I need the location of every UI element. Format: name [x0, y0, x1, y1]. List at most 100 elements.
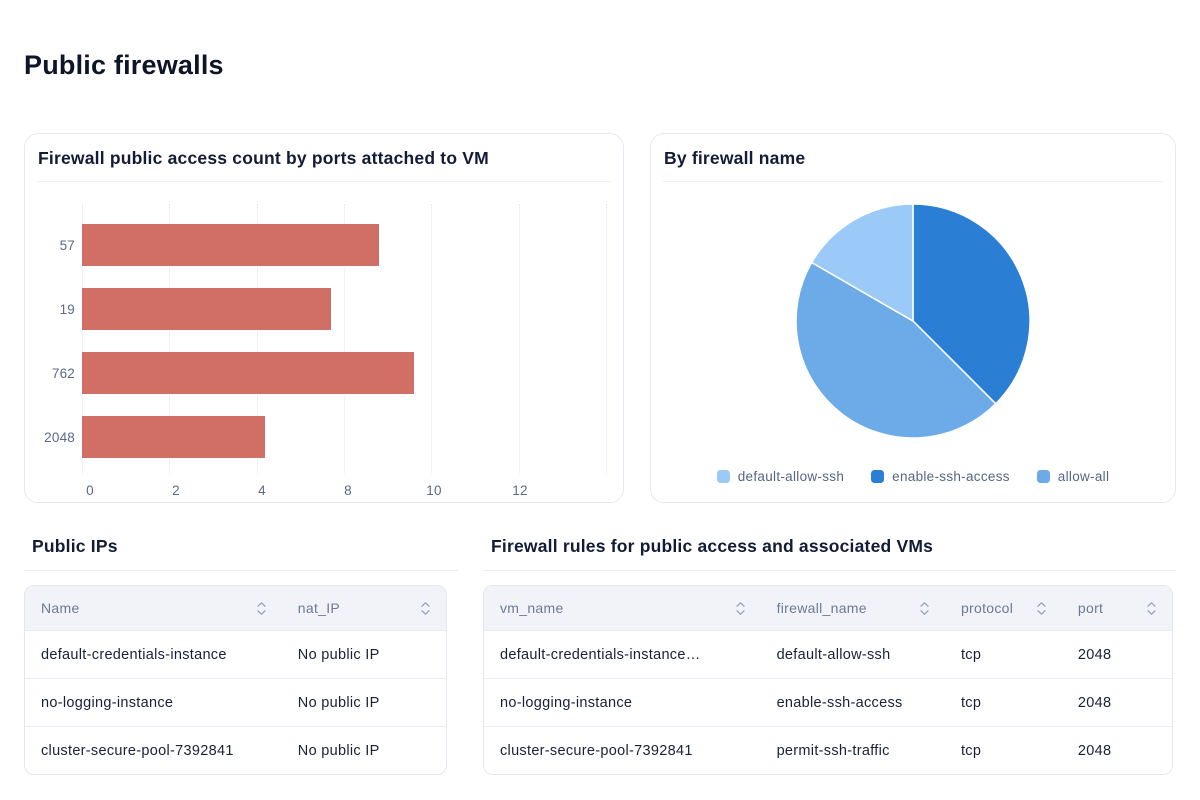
public-ips-table-row: default-credentials-instance No public IP — [25, 630, 446, 678]
public-ips-header-row: Name nat_IP — [25, 586, 446, 630]
firewall-rules-cell-firewall_name: permit-ssh-traffic — [776, 742, 890, 759]
pie-slice-allow-all — [795, 261, 997, 439]
firewall-rules-cell-protocol: tcp — [960, 694, 982, 711]
firewall-rules-table-row: no-logging-instance enable-ssh-access tcp 2… — [484, 678, 1172, 726]
bar-category-label: 762 — [51, 365, 75, 381]
tables-row: Public IPs Name nat_IP default-credentials… — [24, 536, 1176, 775]
sort-icon — [421, 601, 430, 615]
legend-swatch — [716, 470, 730, 483]
bar-category-label: 19 — [59, 301, 75, 317]
firewall-rules-table-row: cluster-secure-pool-7392841 permit-ssh-tr… — [484, 726, 1172, 774]
bar-x-tick-label: 0 — [86, 483, 94, 498]
bar-row — [82, 277, 606, 341]
bar-chart-gridline — [606, 204, 607, 474]
firewall-rules-header-row: vm_name firewall_name protocol port — [484, 586, 1172, 630]
firewall-rules-table-row: default-credentials-instance… default-all… — [484, 630, 1172, 678]
bar-chart-gridline — [518, 204, 520, 474]
bar-row — [82, 341, 606, 405]
charts-row: Firewall public access count by ports at… — [24, 133, 1176, 503]
legend-item-default-allow-ssh[interactable]: default-allow-ssh — [716, 469, 845, 484]
legend-item-allow-all[interactable]: allow-all — [1036, 469, 1110, 484]
public-ips-column-header-nat_IP[interactable]: nat_IP — [282, 586, 446, 630]
bar-port-57 — [82, 224, 379, 266]
firewall-rules-cell-firewall_name: default-allow-ssh — [776, 646, 891, 663]
firewall-rules-cell-firewall_name: enable-ssh-access — [776, 694, 903, 711]
bar-chart-gridline — [82, 204, 83, 474]
firewall-rules-column-header-port[interactable]: port — [1062, 586, 1172, 630]
bar-chart-y-axis: 57 19 762 2048 — [41, 213, 82, 469]
firewall-rules-cell-vm_name: default-credentials-instance… — [500, 646, 701, 663]
bar-chart: 57 19 762 2048 — [41, 204, 607, 474]
bar-chart-card-header: Firewall public access count by ports at… — [25, 134, 623, 181]
pie-chart-card-header: By firewall name — [651, 134, 1175, 181]
legend-item-enable-ssh-access[interactable]: enable-ssh-access — [871, 469, 1010, 484]
sort-icon — [1147, 601, 1156, 615]
bar-row — [82, 405, 606, 469]
firewall-rules-cell-protocol: tcp — [960, 742, 982, 759]
card-divider — [663, 181, 1163, 182]
public-ips-cell-Name: default-credentials-instance — [41, 646, 227, 663]
pie-chart-legend: default-allow-ssh enable-ssh-access allow-… — [651, 469, 1175, 484]
bar-row — [82, 213, 606, 277]
sort-icon — [920, 601, 929, 615]
bar-chart-gridline — [344, 204, 345, 474]
public-ips-column-label: nat_IP — [297, 600, 341, 616]
pie-slice-default-allow-ssh — [810, 203, 914, 322]
public-ips-table-row: cluster-secure-pool-7392841 No public IP — [25, 726, 446, 774]
bar-port-762 — [82, 352, 414, 394]
section-divider — [24, 570, 458, 571]
firewall-rules-column-label: protocol — [960, 600, 1014, 616]
bar-chart-plot-area — [82, 204, 607, 474]
bar-port-2048 — [82, 416, 266, 458]
bar-x-tick-label: 12 — [512, 483, 528, 498]
bar-port-19 — [82, 288, 331, 330]
bar-x-tick-label: 8 — [344, 483, 352, 498]
firewall-rules-cell-protocol: tcp — [960, 646, 982, 663]
firewall-rules-cell-vm_name: cluster-secure-pool-7392841 — [500, 742, 693, 759]
firewall-rules-cell-port: 2048 — [1077, 742, 1112, 759]
page-title: Public firewalls — [24, 50, 224, 80]
firewall-rules-column-header-vm_name[interactable]: vm_name — [484, 586, 761, 630]
legend-swatch — [871, 470, 885, 483]
sort-icon — [1037, 601, 1046, 615]
bar-category-label: 57 — [59, 237, 75, 253]
pie-slice-enable-ssh-access — [912, 203, 1031, 405]
bar-chart-title: Firewall public access count by ports at… — [38, 148, 489, 168]
firewall-rules-column-header-firewall_name[interactable]: firewall_name — [761, 586, 945, 630]
public-ips-column-label: Name — [41, 600, 80, 616]
legend-label: default-allow-ssh — [737, 469, 845, 484]
public-ips-section-title: Public IPs — [32, 536, 118, 556]
firewall-rules-section-title: Firewall rules for public access and ass… — [491, 536, 934, 556]
public-ips-column-header-Name[interactable]: Name — [25, 586, 282, 630]
pie-chart-card: By firewall name default-allow-ssh enable… — [650, 133, 1176, 503]
firewall-rules-column-label: port — [1077, 600, 1104, 616]
legend-label: allow-all — [1057, 469, 1110, 484]
bar-chart-x-axis: 0 2 4 8 10 12 — [86, 483, 606, 502]
public-ips-cell-Name: no-logging-instance — [41, 694, 174, 711]
dashboard-page: Public firewalls Firewall public access … — [0, 48, 1200, 775]
firewall-rules-column-header-protocol[interactable]: protocol — [945, 586, 1062, 630]
bar-category-label: 2048 — [44, 429, 75, 445]
public-ips-cell-nat_IP: No public IP — [297, 646, 380, 663]
public-ips-section: Public IPs Name nat_IP default-credentials… — [24, 536, 458, 775]
firewall-rules-section: Firewall rules for public access and ass… — [483, 536, 1176, 775]
public-ips-cell-nat_IP: No public IP — [297, 742, 380, 759]
card-divider — [37, 181, 611, 182]
pie-chart — [795, 203, 1031, 439]
firewall-rules-column-label: vm_name — [500, 600, 564, 616]
bar-x-tick-label: 4 — [258, 483, 266, 498]
bar-chart-gridline — [431, 204, 433, 474]
firewall-rules-column-label: firewall_name — [776, 600, 867, 616]
bar-x-tick-label: 10 — [426, 483, 442, 498]
bar-x-tick-label: 2 — [172, 483, 180, 498]
public-ips-cell-nat_IP: No public IP — [297, 694, 380, 711]
firewall-rules-cell-port: 2048 — [1077, 694, 1112, 711]
sort-icon — [257, 601, 266, 615]
firewall-rules-table: vm_name firewall_name protocol port default-… — [483, 585, 1173, 775]
public-ips-table: Name nat_IP default-credentials-instance No… — [24, 585, 447, 775]
bar-chart-card: Firewall public access count by ports at… — [24, 133, 624, 503]
public-ips-cell-Name: cluster-secure-pool-7392841 — [41, 742, 234, 759]
section-divider — [483, 570, 1176, 571]
pie-chart-title: By firewall name — [664, 148, 806, 168]
legend-label: enable-ssh-access — [892, 469, 1010, 484]
